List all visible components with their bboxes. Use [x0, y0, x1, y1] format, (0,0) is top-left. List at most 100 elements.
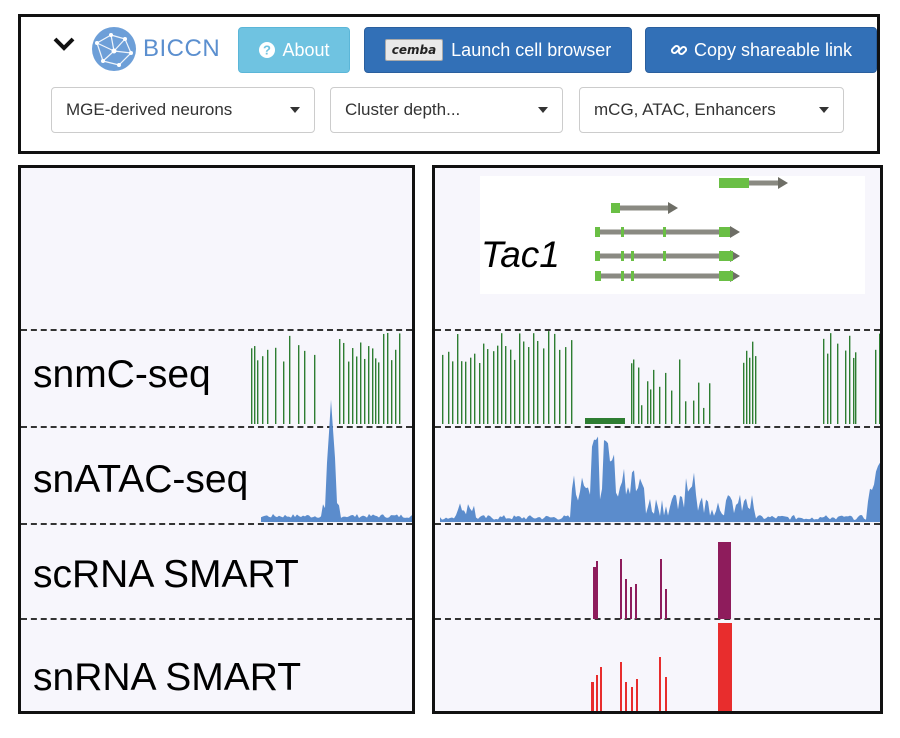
- transcript-e-exon: [621, 271, 624, 281]
- methylation-bar: [571, 340, 573, 424]
- chevron-down-icon[interactable]: [51, 31, 77, 57]
- methylation-bar: [565, 347, 567, 424]
- methylation-bar: [693, 400, 695, 424]
- transcript-a-arrow: [778, 177, 788, 189]
- methylation-bar: [465, 361, 467, 424]
- track-divider: [21, 329, 412, 331]
- launch-cell-browser-button[interactable]: cemba Launch cell browser: [364, 27, 632, 73]
- snrna-spike: [625, 682, 627, 711]
- caret-down-icon: [538, 107, 548, 113]
- transcript-b-exon: [611, 203, 615, 213]
- scrna-spike: [625, 579, 627, 619]
- transcript-d-exon: [621, 251, 624, 261]
- methylation-bar: [479, 362, 481, 424]
- methylation-bar: [638, 367, 640, 424]
- methylation-bar: [339, 338, 341, 424]
- transcript-d-exon: [663, 251, 666, 261]
- about-label: About: [282, 39, 330, 60]
- track-divider: [21, 523, 412, 525]
- methylation-bar: [314, 354, 316, 424]
- methylation-bar: [849, 335, 851, 424]
- methylation-bar: [823, 338, 825, 424]
- methylation-bar: [289, 335, 291, 424]
- methylation-bar: [442, 354, 444, 424]
- methylation-bar: [493, 351, 495, 424]
- track-divider: [435, 523, 880, 525]
- methylation-bar: [752, 341, 754, 424]
- modalities-dropdown[interactable]: mCG, ATAC, Enhancers: [579, 87, 844, 133]
- atac-signal-area: [440, 436, 880, 522]
- methylation-bar: [685, 401, 687, 424]
- methylation-bar: [537, 340, 539, 424]
- methylation-bar: [879, 333, 880, 424]
- methylation-bar: [461, 361, 463, 424]
- gene-name-label: Tac1: [481, 234, 560, 275]
- snrna-spike: [596, 675, 598, 711]
- methylation-bar: [283, 361, 285, 424]
- methylation-bar: [501, 333, 503, 424]
- methylation-bar: [853, 357, 855, 424]
- transcript-d-exon: [719, 251, 733, 261]
- snrna-spike: [636, 679, 638, 711]
- snrna-spike: [718, 623, 732, 711]
- transcript-c-exon: [719, 227, 730, 237]
- track-divider: [21, 426, 412, 428]
- cell-type-value: MGE-derived neurons: [66, 100, 233, 119]
- methylation-bar: [470, 357, 472, 424]
- methylation-bar: [487, 349, 489, 424]
- transcript-b-exon: [615, 203, 620, 213]
- track-divider: [435, 426, 880, 428]
- transcript-e-exon: [631, 271, 634, 281]
- methylation-bar: [378, 362, 380, 424]
- transcript-b-arrow: [668, 202, 678, 214]
- caret-down-icon: [290, 107, 300, 113]
- caret-down-icon: [819, 107, 829, 113]
- methylation-bar: [360, 342, 362, 424]
- methylation-bar: [298, 345, 300, 424]
- methylation-bar: [267, 349, 269, 424]
- methylation-bar: [633, 359, 635, 424]
- methylation-bar: [275, 347, 277, 424]
- brain-network-icon: [92, 27, 136, 71]
- methylation-bar: [510, 349, 512, 424]
- methylation-bar: [665, 372, 667, 424]
- methylation-bar: [559, 349, 561, 424]
- about-button[interactable]: ? About: [238, 27, 350, 73]
- launch-label: Launch cell browser: [451, 39, 612, 60]
- track-label-snatac: snATAC-seq: [33, 458, 249, 501]
- methylation-bar: [543, 348, 545, 424]
- copy-shareable-link-button[interactable]: Copy shareable link: [645, 27, 877, 73]
- transcript-b-line: [611, 205, 668, 211]
- methylation-bar: [457, 334, 459, 424]
- methylation-bar: [523, 341, 525, 424]
- track-label-snmc: snmC-seq: [33, 353, 211, 396]
- track-divider: [21, 618, 412, 620]
- methylation-bar: [395, 349, 397, 424]
- cluster-depth-dropdown[interactable]: Cluster depth...: [330, 87, 563, 133]
- methylation-bar: [679, 359, 681, 424]
- transcript-e-exon: [719, 271, 733, 281]
- methylation-bar: [837, 343, 839, 424]
- link-icon: [670, 41, 688, 59]
- methylation-bar: [585, 418, 625, 424]
- scrna-spike: [660, 559, 662, 619]
- methylation-bar: [387, 332, 389, 424]
- methylation-bar: [703, 407, 705, 424]
- transcript-e-exon: [595, 271, 601, 281]
- methylation-bar: [548, 331, 550, 424]
- methylation-bar: [671, 390, 673, 424]
- track-divider: [435, 329, 880, 331]
- methylation-bar: [356, 356, 358, 424]
- transcript-d-exon: [595, 251, 600, 261]
- biccn-logo: BICCN: [89, 25, 220, 73]
- scrna-spike: [665, 589, 667, 619]
- cell-type-dropdown[interactable]: MGE-derived neurons: [51, 87, 315, 133]
- methylation-bar: [452, 361, 454, 424]
- methylation-bar: [845, 350, 847, 424]
- snrna-spike: [631, 687, 633, 711]
- methylation-bar: [372, 348, 374, 424]
- snrna-spike: [665, 677, 667, 711]
- methylation-bar: [375, 358, 377, 424]
- methylation-bar: [343, 342, 345, 424]
- methylation-bar: [251, 348, 253, 424]
